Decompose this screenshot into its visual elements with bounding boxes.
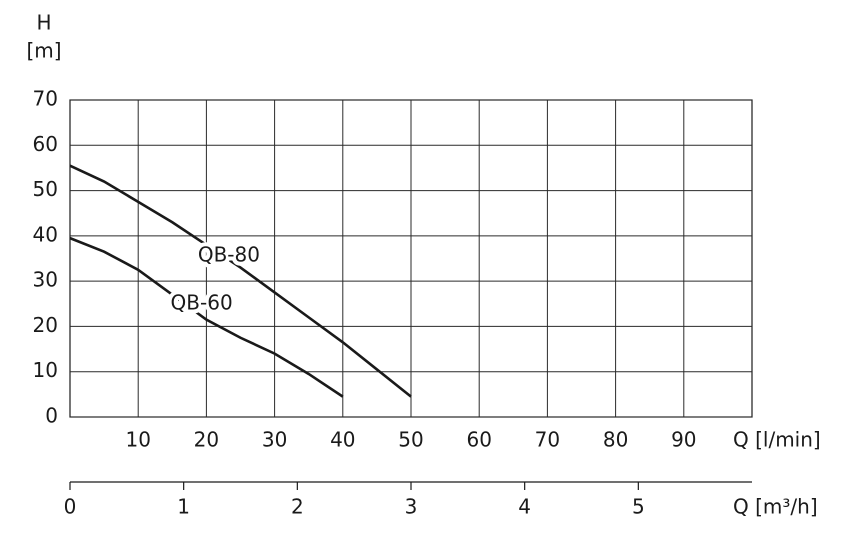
x-tick-label: 90 [671, 428, 696, 452]
x2-tick-label: 3 [405, 495, 418, 519]
y-tick-label: 40 [33, 222, 58, 246]
x-tick-label: 50 [398, 428, 423, 452]
x2-tick-label: 5 [632, 495, 645, 519]
pump-curve [69, 236, 344, 398]
x-tick-label: 40 [330, 428, 355, 452]
curve-label: QB-60 [171, 290, 233, 314]
x-tick-label: 30 [262, 428, 287, 452]
x2-tick-label: 2 [291, 495, 304, 519]
y-tick-label: 20 [33, 313, 58, 337]
y-axis-unit: [m] [26, 39, 61, 63]
y-tick-label: 70 [33, 87, 58, 111]
y-tick-label: 50 [33, 177, 58, 201]
x2-tick-label: 1 [177, 495, 190, 519]
x-tick-label: 20 [194, 428, 219, 452]
pump-curve [69, 164, 412, 398]
x-tick-label: 10 [125, 428, 150, 452]
x-tick-label: 70 [535, 428, 560, 452]
x2-tick-label: 0 [64, 495, 77, 519]
y-tick-label: 60 [33, 132, 58, 156]
y-axis-label: H [36, 11, 51, 35]
y-tick-label: 10 [33, 358, 58, 382]
y-tick-label: 30 [33, 268, 58, 292]
x2-tick-label: 4 [518, 495, 531, 519]
x-tick-label: 80 [603, 428, 628, 452]
x-axis-label: Q [l/min] [733, 428, 821, 452]
x2-axis-label: Q [m³/h] [733, 495, 818, 519]
y-tick-label: 0 [45, 404, 58, 428]
curve-label: QB-80 [198, 243, 260, 267]
x-tick-label: 60 [466, 428, 491, 452]
